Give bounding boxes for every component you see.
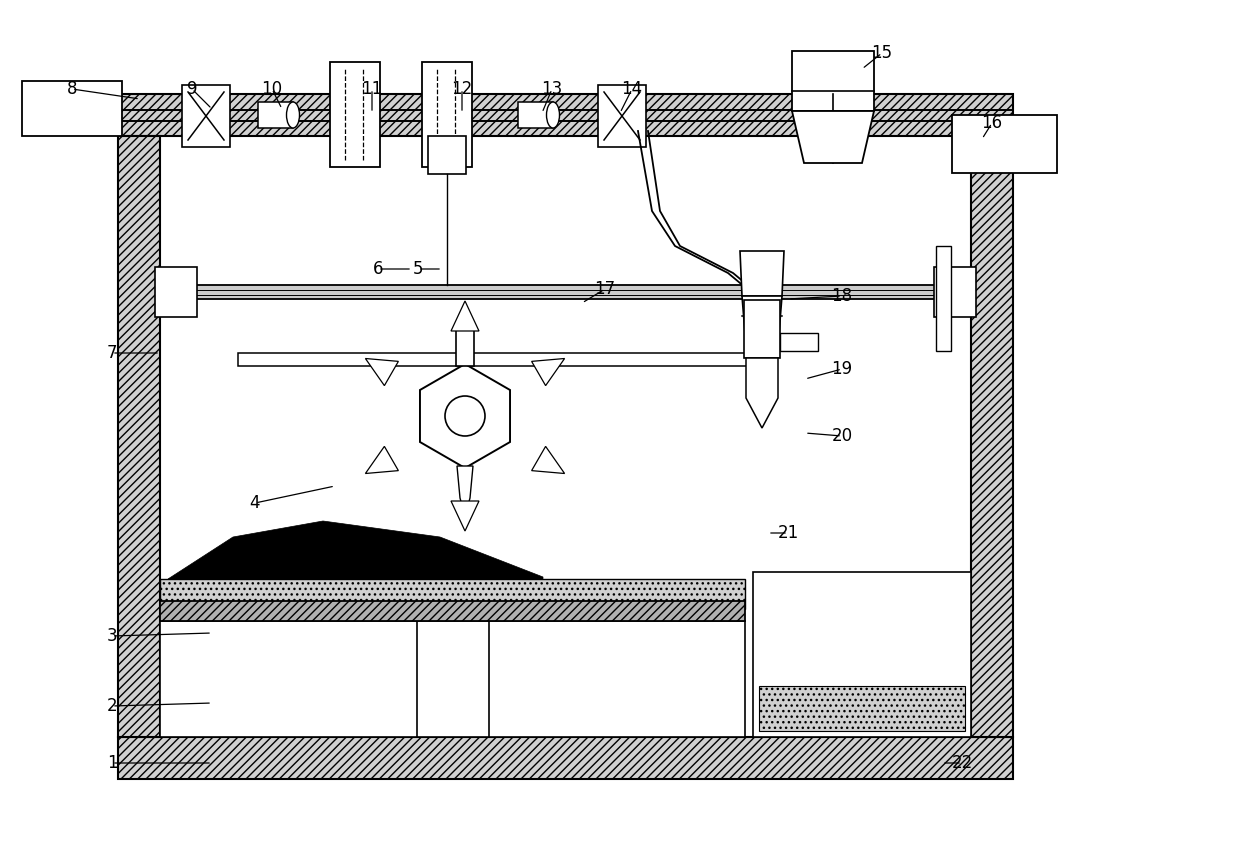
Text: 20: 20 [832,427,853,445]
Bar [780,333,818,351]
Text: 9: 9 [187,80,197,98]
Text: 11: 11 [361,80,383,98]
Bar [936,246,951,351]
Polygon shape [451,301,479,331]
Text: 10: 10 [262,80,283,98]
Ellipse shape [286,102,300,128]
Polygon shape [451,501,479,531]
Text: 1: 1 [107,754,118,772]
Text: 3: 3 [107,627,118,645]
Polygon shape [458,466,472,516]
Text: 2: 2 [107,697,118,715]
Bar [118,94,1013,136]
Ellipse shape [547,102,559,128]
Bar [182,85,229,147]
Text: 17: 17 [594,280,615,298]
Bar [160,285,971,299]
Bar [971,136,1013,737]
Bar [456,324,474,366]
Bar [330,62,379,167]
Bar [753,572,971,737]
Bar [160,621,745,737]
Polygon shape [532,358,564,386]
Bar [759,686,965,731]
Polygon shape [792,111,874,163]
Polygon shape [740,251,784,296]
Text: 7: 7 [107,344,118,362]
Text: 13: 13 [542,80,563,98]
Bar [428,136,466,174]
Polygon shape [366,447,398,473]
Text: 18: 18 [832,287,853,305]
Polygon shape [532,447,564,473]
Bar [952,115,1056,173]
Bar [417,621,489,737]
Bar [160,579,745,609]
Text: 16: 16 [981,114,1003,132]
Text: 15: 15 [872,44,893,62]
Polygon shape [420,364,510,468]
Bar [934,267,976,317]
Text: 22: 22 [951,754,972,772]
Bar [118,737,1013,779]
Polygon shape [366,358,398,386]
Text: 21: 21 [777,524,799,542]
Bar [744,300,780,358]
Bar [598,85,646,147]
Polygon shape [746,358,777,428]
Bar [518,102,553,128]
Circle shape [445,396,485,436]
Bar [792,51,874,111]
Text: 8: 8 [67,80,77,98]
Text: 19: 19 [832,360,853,378]
Bar [422,62,472,167]
Bar [238,353,750,366]
Bar [160,601,745,621]
Bar [22,81,122,136]
Bar [118,136,160,737]
Text: 14: 14 [621,80,642,98]
Text: 6: 6 [373,260,383,278]
Polygon shape [742,296,782,346]
Bar [258,102,293,128]
Text: 12: 12 [451,80,472,98]
Polygon shape [167,521,543,579]
Bar [155,267,197,317]
Text: 5: 5 [413,260,423,278]
Text: 4: 4 [249,494,260,512]
